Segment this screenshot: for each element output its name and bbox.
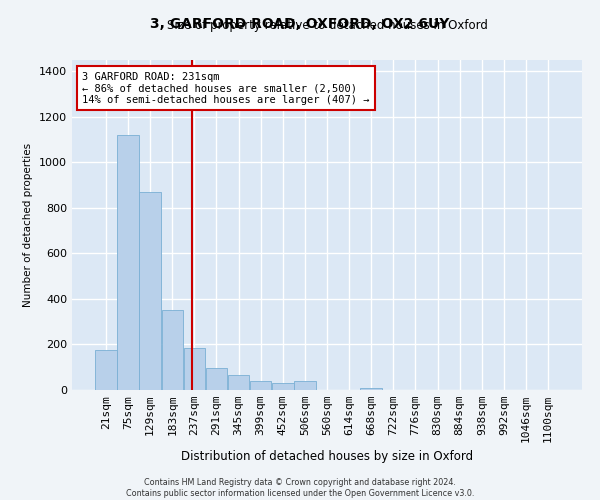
Bar — [361, 388, 382, 390]
Text: 3 GARFORD ROAD: 231sqm
← 86% of detached houses are smaller (2,500)
14% of semi-: 3 GARFORD ROAD: 231sqm ← 86% of detached… — [82, 72, 370, 105]
Title: Size of property relative to detached houses in Oxford: Size of property relative to detached ho… — [167, 20, 487, 32]
Bar — [294, 381, 316, 390]
Text: 3, GARFORD ROAD, OXFORD, OX2 6UY: 3, GARFORD ROAD, OXFORD, OX2 6UY — [151, 18, 449, 32]
Bar — [272, 383, 293, 390]
Bar — [250, 381, 271, 390]
Bar — [95, 350, 116, 390]
Bar — [117, 135, 139, 390]
Text: Contains HM Land Registry data © Crown copyright and database right 2024.
Contai: Contains HM Land Registry data © Crown c… — [126, 478, 474, 498]
Bar — [139, 192, 161, 390]
Bar — [228, 375, 249, 390]
Y-axis label: Number of detached properties: Number of detached properties — [23, 143, 34, 307]
X-axis label: Distribution of detached houses by size in Oxford: Distribution of detached houses by size … — [181, 450, 473, 464]
Bar — [184, 348, 205, 390]
Bar — [206, 368, 227, 390]
Bar — [161, 310, 183, 390]
